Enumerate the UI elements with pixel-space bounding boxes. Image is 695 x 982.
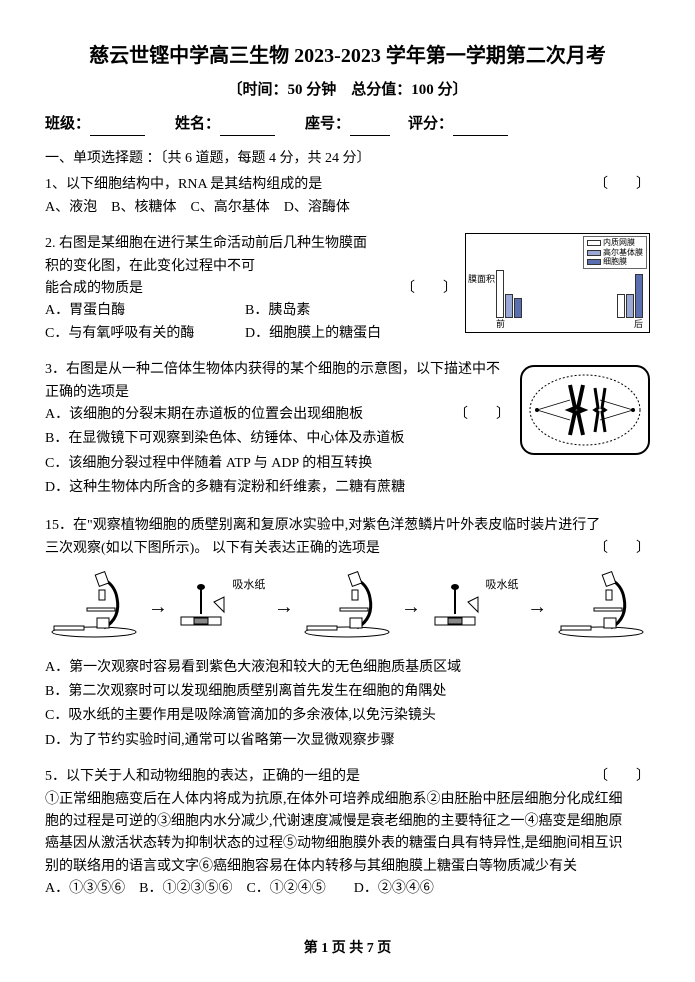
question-15: 15．在"观察植物细胞的质壁别离和复原冰实验中,对紫色洋葱鳞片叶外表皮临时装片进… — [45, 515, 650, 752]
legend-box-1 — [587, 240, 601, 246]
q3-opt-b: B．在显微镜下可观察到染色体、纺锤体、中心体及赤道板 — [45, 428, 510, 450]
microscope-1 — [49, 568, 139, 646]
name-label: 姓名： — [175, 112, 220, 136]
q5-options: A．①③⑤⑥ B．①②③⑤⑥ C．①②④⑤ D．②③④⑥ — [45, 878, 650, 900]
seat-blank — [350, 112, 390, 136]
q15-diagram-row: → 吸水纸 → → — [45, 568, 650, 646]
arrow-3-icon: → — [401, 591, 421, 623]
q5-paren: 〔 〕 — [594, 766, 650, 788]
barset-before — [496, 258, 522, 318]
page-subtitle: 〔时间：50 分钟 总分值：100 分〕 — [45, 78, 650, 102]
section-1-head: 一、单项选择题 ：〔共 6 道题，每题 4 分，共 24 分〕 — [45, 148, 650, 170]
q15-opt-b: B．第二次观察时可以发现细胞质壁别离首先发生在细胞的角隅处 — [45, 681, 650, 703]
slide-group-1: 吸水纸 — [176, 582, 265, 632]
bar-a1 — [626, 294, 634, 318]
q3-opt-a: A．该细胞的分裂末期在赤道板的位置会出现细胞板 — [45, 404, 510, 426]
q3-opt-c: C．该细胞分裂过程中伴随着 ATP 与 ADP 的相互转换 — [45, 453, 510, 475]
arrow-2-icon: → — [274, 591, 294, 623]
q15-opt-a: A．第一次观察时容易看到紫色大液泡和较大的无色细胞质基质区域 — [45, 657, 650, 679]
q2-paren: 〔 〕 — [401, 278, 457, 300]
q2-bars — [496, 258, 643, 318]
arrow-4-icon: → — [527, 591, 547, 623]
q5-line1: 5．以下关于人和动物细胞的表达，正确的一组的是 — [45, 769, 360, 784]
q2-x-labels: 前 后 — [496, 317, 643, 331]
bar-b2 — [514, 298, 522, 318]
x-label-0: 前 — [496, 317, 505, 331]
q15-line2: 三次观察(如以下图所示)。 以下有关表达正确的选项是 — [45, 541, 380, 556]
q15-opt-d: D．为了节约实验时间,通常可以省略第一次显微观察步骤 — [45, 730, 650, 752]
q15-opt-c: C．吸水纸的主要作用是吸除滴管滴加的多余液体,以免污染镜头 — [45, 705, 650, 727]
q1-text: 1、以下细胞结构中，RNA 是其结构组成的是 — [45, 177, 322, 192]
arrow-1-icon: → — [148, 591, 168, 623]
q2-opt-c: C．与有氧呼吸有关的酶 — [45, 323, 245, 345]
q1-options: A、液泡 B、核糖体 C、高尔基体 D、溶酶体 — [45, 197, 650, 219]
barset-after — [617, 258, 643, 318]
q5-p2: 胞的过程是可逆的③细胞内水分减少,代谢速度减慢是衰老细胞的主要特征之一④癌变是细… — [45, 811, 650, 833]
score-label: 评分： — [408, 112, 453, 136]
question-1: 1、以下细胞结构中，RNA 是其结构组成的是 〔 〕 A、液泡 B、核糖体 C、高… — [45, 174, 650, 219]
q3-paren: 〔 〕 — [454, 404, 510, 426]
q1-paren: 〔 〕 — [594, 174, 650, 196]
q2-opt-d: D．细胞膜上的糖蛋白 — [245, 323, 381, 345]
q3-cell-diagram — [520, 365, 650, 455]
paper-label-1: 吸水纸 — [232, 577, 265, 595]
header-fields: 班级： 姓名： 座号： 评分： — [45, 112, 650, 136]
bar-b1 — [505, 294, 513, 318]
q2-line3: 能合成的物质是 — [45, 281, 143, 296]
question-3: 3．右图是从一种二倍体生物体内获得的某个细胞的示意图，以下描述中不正确的选项是 … — [45, 359, 650, 501]
class-blank — [90, 112, 145, 136]
q2-opt-b: B．胰岛素 — [245, 300, 310, 322]
microscope-3 — [556, 568, 646, 646]
class-label: 班级： — [45, 112, 90, 136]
page-title: 慈云世铿中学高三生物 2023-2023 学年第一学期第二次月考 — [45, 40, 650, 72]
legend-label-1: 内质网膜 — [603, 238, 635, 248]
q3-opt-d: D．这种生物体内所含的多糖有淀粉和纤维素，二糖有蔗糖 — [45, 477, 510, 499]
slide-group-2: 吸水纸 — [430, 582, 519, 632]
q2-y-label: 膜面积 — [468, 272, 495, 286]
q5-p1: ①正常细胞癌变后在人体内将成为抗原,在体外可培养成细胞系②由胚胎中胚层细胞分化成… — [45, 789, 650, 811]
bar-a2 — [635, 274, 643, 318]
q2-line2: 积的变化图，在此变化过程中不可 — [45, 256, 457, 278]
microscope-2 — [302, 568, 392, 646]
q15-paren: 〔 〕 — [594, 538, 650, 560]
q5-p4: 别的联络用的语言或文字⑥癌细胞容易在体内转移与其细胞膜上糖蛋白等物质减少有关 — [45, 856, 650, 878]
q2-chart: 内质网膜 高尔基体膜 细胞膜 膜面积 前 后 — [465, 233, 650, 333]
name-blank — [220, 112, 275, 136]
q2-opt-a: A．胃蛋白酶 — [45, 300, 245, 322]
seat-label: 座号： — [305, 112, 350, 136]
q3-line1: 3．右图是从一种二倍体生物体内获得的某个细胞的示意图，以下描述中不正确的选项是 — [45, 359, 510, 404]
question-2: 2. 右图是某细胞在进行某生命活动前后几种生物膜面 积的变化图，在此变化过程中不… — [45, 233, 650, 345]
score-blank — [453, 112, 508, 136]
q2-line1: 2. 右图是某细胞在进行某生命活动前后几种生物膜面 — [45, 233, 457, 255]
paper-label-2: 吸水纸 — [486, 577, 519, 595]
legend-label-2: 高尔基体膜 — [603, 248, 643, 258]
bar-b0 — [496, 270, 504, 318]
q15-line1: 15．在"观察植物细胞的质壁别离和复原冰实验中,对紫色洋葱鳞片叶外表皮临时装片进… — [45, 515, 650, 537]
q5-p3: 癌基因从激活状态转为抑制状态的过程⑤动物细胞膜外表的糖蛋白具有特异性,是细胞间相… — [45, 833, 650, 855]
legend-box-2 — [587, 250, 601, 256]
page-footer: 第 1 页 共 7 页 — [0, 938, 695, 960]
question-5: 5．以下关于人和动物细胞的表达，正确的一组的是 〔 〕 ①正常细胞癌变后在人体内将… — [45, 766, 650, 900]
x-label-1: 后 — [634, 317, 643, 331]
bar-a0 — [617, 294, 625, 318]
